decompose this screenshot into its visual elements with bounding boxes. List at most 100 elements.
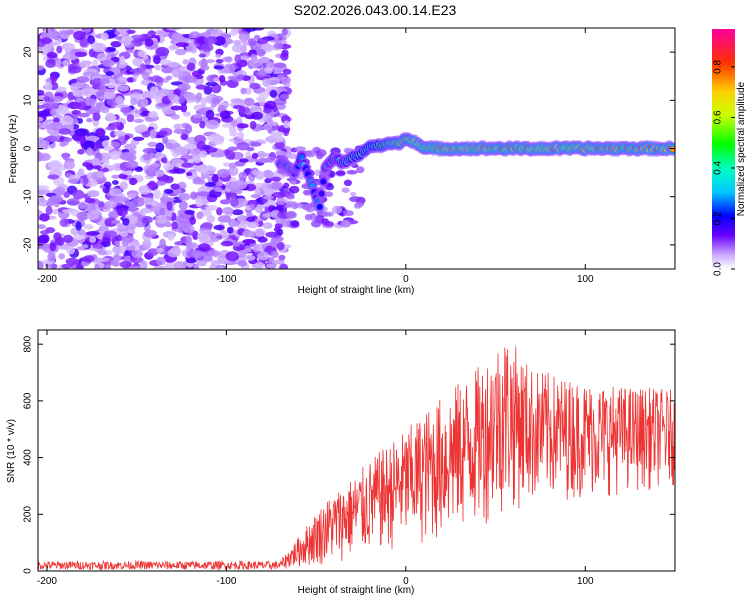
heatmap-cell	[285, 210, 297, 219]
heatmap-cell	[81, 244, 89, 249]
x-tick-label: 0	[403, 274, 409, 285]
heatmap-cell	[340, 219, 351, 228]
heatmap-cell	[204, 182, 216, 187]
heatmap-cell	[182, 59, 189, 65]
heatmap-cell	[105, 114, 117, 122]
heatmap-cell	[175, 37, 190, 43]
heatmap-cell	[83, 140, 95, 151]
heatmap-cell	[264, 100, 277, 110]
heatmap-cell	[281, 220, 290, 227]
heatmap-cell	[163, 176, 174, 184]
heatmap-cell	[137, 50, 147, 58]
colorbar: 0.0 0.2 0.4 0.6 0.8 Normalized spectral ampl…	[712, 29, 747, 276]
heatmap-cell	[78, 201, 86, 210]
heatmap-cell	[217, 215, 232, 223]
heatmap-cell	[229, 131, 238, 137]
heatmap-cell	[269, 176, 281, 182]
heatmap-cell	[52, 102, 60, 110]
heatmap-cell	[205, 109, 215, 120]
heatmap-cell	[112, 180, 119, 185]
heatmap-cell	[86, 117, 93, 123]
y-tick-label: 10	[23, 94, 34, 106]
heatmap-cell	[127, 193, 137, 199]
heatmap-cell	[87, 190, 100, 198]
heatmap-cell	[46, 52, 58, 59]
colorbar-tick-label: 0.8	[713, 60, 724, 74]
spectrogram-y-label: Frequency (Hz)	[8, 115, 19, 184]
heatmap-cell	[220, 240, 233, 247]
heatmap-cell	[109, 150, 120, 160]
spectrogram-y-ticks: -20 -10 0 10 20	[23, 46, 675, 252]
heatmap-cell	[213, 65, 224, 70]
y-tick-label: 20	[23, 46, 34, 58]
heatmap-cell	[205, 119, 220, 130]
heatmap-cell	[270, 250, 279, 259]
heatmap-cell	[205, 81, 218, 87]
heatmap-cell	[159, 238, 167, 249]
heatmap-cell	[194, 113, 203, 119]
heatmap-cell	[96, 102, 103, 110]
heatmap-cell	[220, 110, 231, 120]
heatmap-cell	[128, 177, 138, 186]
heatmap-cell	[63, 160, 76, 170]
heatmap-cell	[257, 236, 268, 243]
heatmap-cell	[283, 120, 290, 129]
colorbar-tick-label: 0.4	[713, 161, 724, 175]
heatmap-cell	[92, 243, 104, 249]
heatmap-cell	[117, 208, 128, 217]
heatmap-cell	[331, 205, 343, 214]
heatmap-cell	[61, 209, 74, 214]
heatmap-cell	[356, 166, 365, 174]
heatmap-cell	[256, 158, 271, 163]
heatmap-cell	[335, 170, 346, 176]
heatmap-cell	[164, 222, 172, 228]
heatmap-cell	[244, 87, 252, 95]
heatmap-cell	[290, 220, 300, 227]
heatmap-cell	[215, 59, 224, 64]
heatmap-cell	[221, 123, 235, 128]
heatmap-cell	[141, 90, 154, 101]
heatmap-cell	[250, 141, 262, 147]
heatmap-cell	[84, 202, 97, 212]
heatmap-cell	[74, 51, 88, 57]
heatmap-cell	[161, 157, 168, 164]
heatmap-cell	[322, 212, 333, 217]
heatmap-cell	[78, 168, 85, 176]
heatmap-cell	[53, 117, 60, 123]
heatmap-cell	[121, 238, 130, 247]
heatmap-cell	[59, 218, 70, 227]
heatmap-cell	[97, 251, 108, 256]
heatmap-cell	[168, 44, 176, 51]
heatmap-cell	[305, 150, 317, 158]
heatmap-cell	[126, 245, 136, 251]
heatmap-cell	[181, 162, 194, 168]
heatmap-cell	[222, 207, 234, 215]
heatmap-cell	[196, 141, 206, 150]
heatmap-cell	[219, 199, 231, 205]
heatmap-cell	[265, 115, 273, 125]
heatmap-cell	[232, 241, 241, 247]
heatmap-cell	[170, 105, 183, 111]
heatmap-cell	[67, 66, 82, 74]
heatmap-cell	[198, 53, 206, 58]
heatmap-cell	[155, 214, 168, 224]
y-tick-label: 400	[23, 449, 34, 466]
heatmap-cell	[271, 181, 283, 191]
heatmap-cell	[119, 55, 126, 65]
heatmap-cell	[55, 236, 65, 246]
heatmap-cell	[180, 85, 188, 95]
heatmap-cell	[104, 200, 118, 209]
heatmap-cell	[191, 250, 204, 259]
heatmap-cell	[231, 28, 238, 34]
heatmap-cell	[213, 224, 225, 231]
heatmap-cell	[148, 111, 159, 118]
heatmap-cell	[119, 260, 132, 269]
heatmap-cell	[316, 203, 323, 210]
heatmap-cell	[47, 174, 60, 180]
x-tick-label: 100	[577, 576, 594, 587]
heatmap-cell	[156, 247, 165, 253]
snr-y-ticks: 0 200 400 600 800	[23, 335, 675, 574]
heatmap-cell	[256, 37, 269, 44]
heatmap-cell	[160, 89, 172, 95]
heatmap-cell	[85, 135, 99, 142]
